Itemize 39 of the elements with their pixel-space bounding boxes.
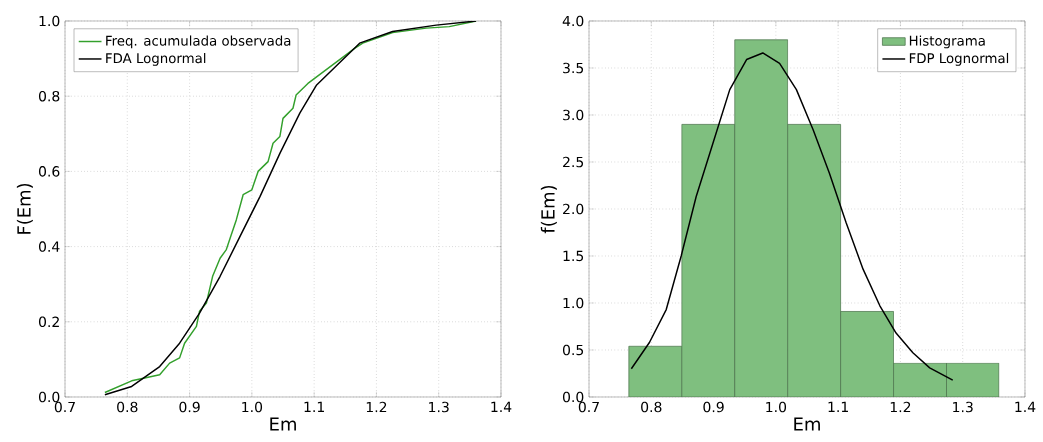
y-tick-label: 4.0 [562,15,584,27]
y-axis-title: F(Em) [16,183,33,234]
y-tick-label: 0.8 [38,90,60,102]
y-tick-label: 2.5 [563,156,584,168]
y-tick-label: 0.4 [38,241,60,252]
x-tick-label: 1.3 [429,401,449,413]
y-tick-label: 1.0 [39,15,60,27]
x-tick-label: 1.2 [890,401,911,413]
y-tick-label: 3.5 [563,62,584,74]
y-tick-label: 0.0 [38,391,60,403]
x-tick-label: 1.4 [1015,401,1036,412]
legend-label: Histograma [909,35,985,49]
legend-label: Freq. acumulada observada [106,35,291,49]
x-tick-label: 0.7 [578,401,599,413]
y-tick-label: 1.5 [563,250,584,262]
y-axis-title: f(Em) [540,185,557,234]
x-axis-title: Em [270,417,296,431]
x-tick-label: 0.9 [703,401,724,413]
y-tick-label: 2.0 [563,203,584,215]
x-tick-label: 1.0 [766,401,787,413]
y-tick-label: 0.5 [562,344,584,356]
y-tick-label: 1.0 [563,297,584,309]
x-tick-label: 1.1 [304,401,324,412]
x-tick-label: 1.2 [366,401,387,413]
x-tick-label: 1.4 [491,401,512,412]
x-tick-label: 0.9 [179,401,200,413]
y-tick-label: 0.2 [38,316,59,328]
x-tick-label: 1.3 [953,401,973,413]
y-tick-label: 3.0 [563,109,584,121]
y-tick-label: 0.6 [38,166,60,177]
x-tick-label: 0.8 [641,401,662,413]
x-tick-label: 0.8 [117,401,138,413]
x-axis-title: Em [794,417,820,431]
legend-label: FDA Lognormal [106,52,206,66]
x-tick-label: 1.0 [242,401,263,413]
x-tick-label: 1.1 [828,401,848,412]
legend-label: FDP Lognormal [909,52,1009,66]
y-tick-label: 0.0 [562,391,584,403]
x-tick-label: 0.7 [54,401,75,413]
